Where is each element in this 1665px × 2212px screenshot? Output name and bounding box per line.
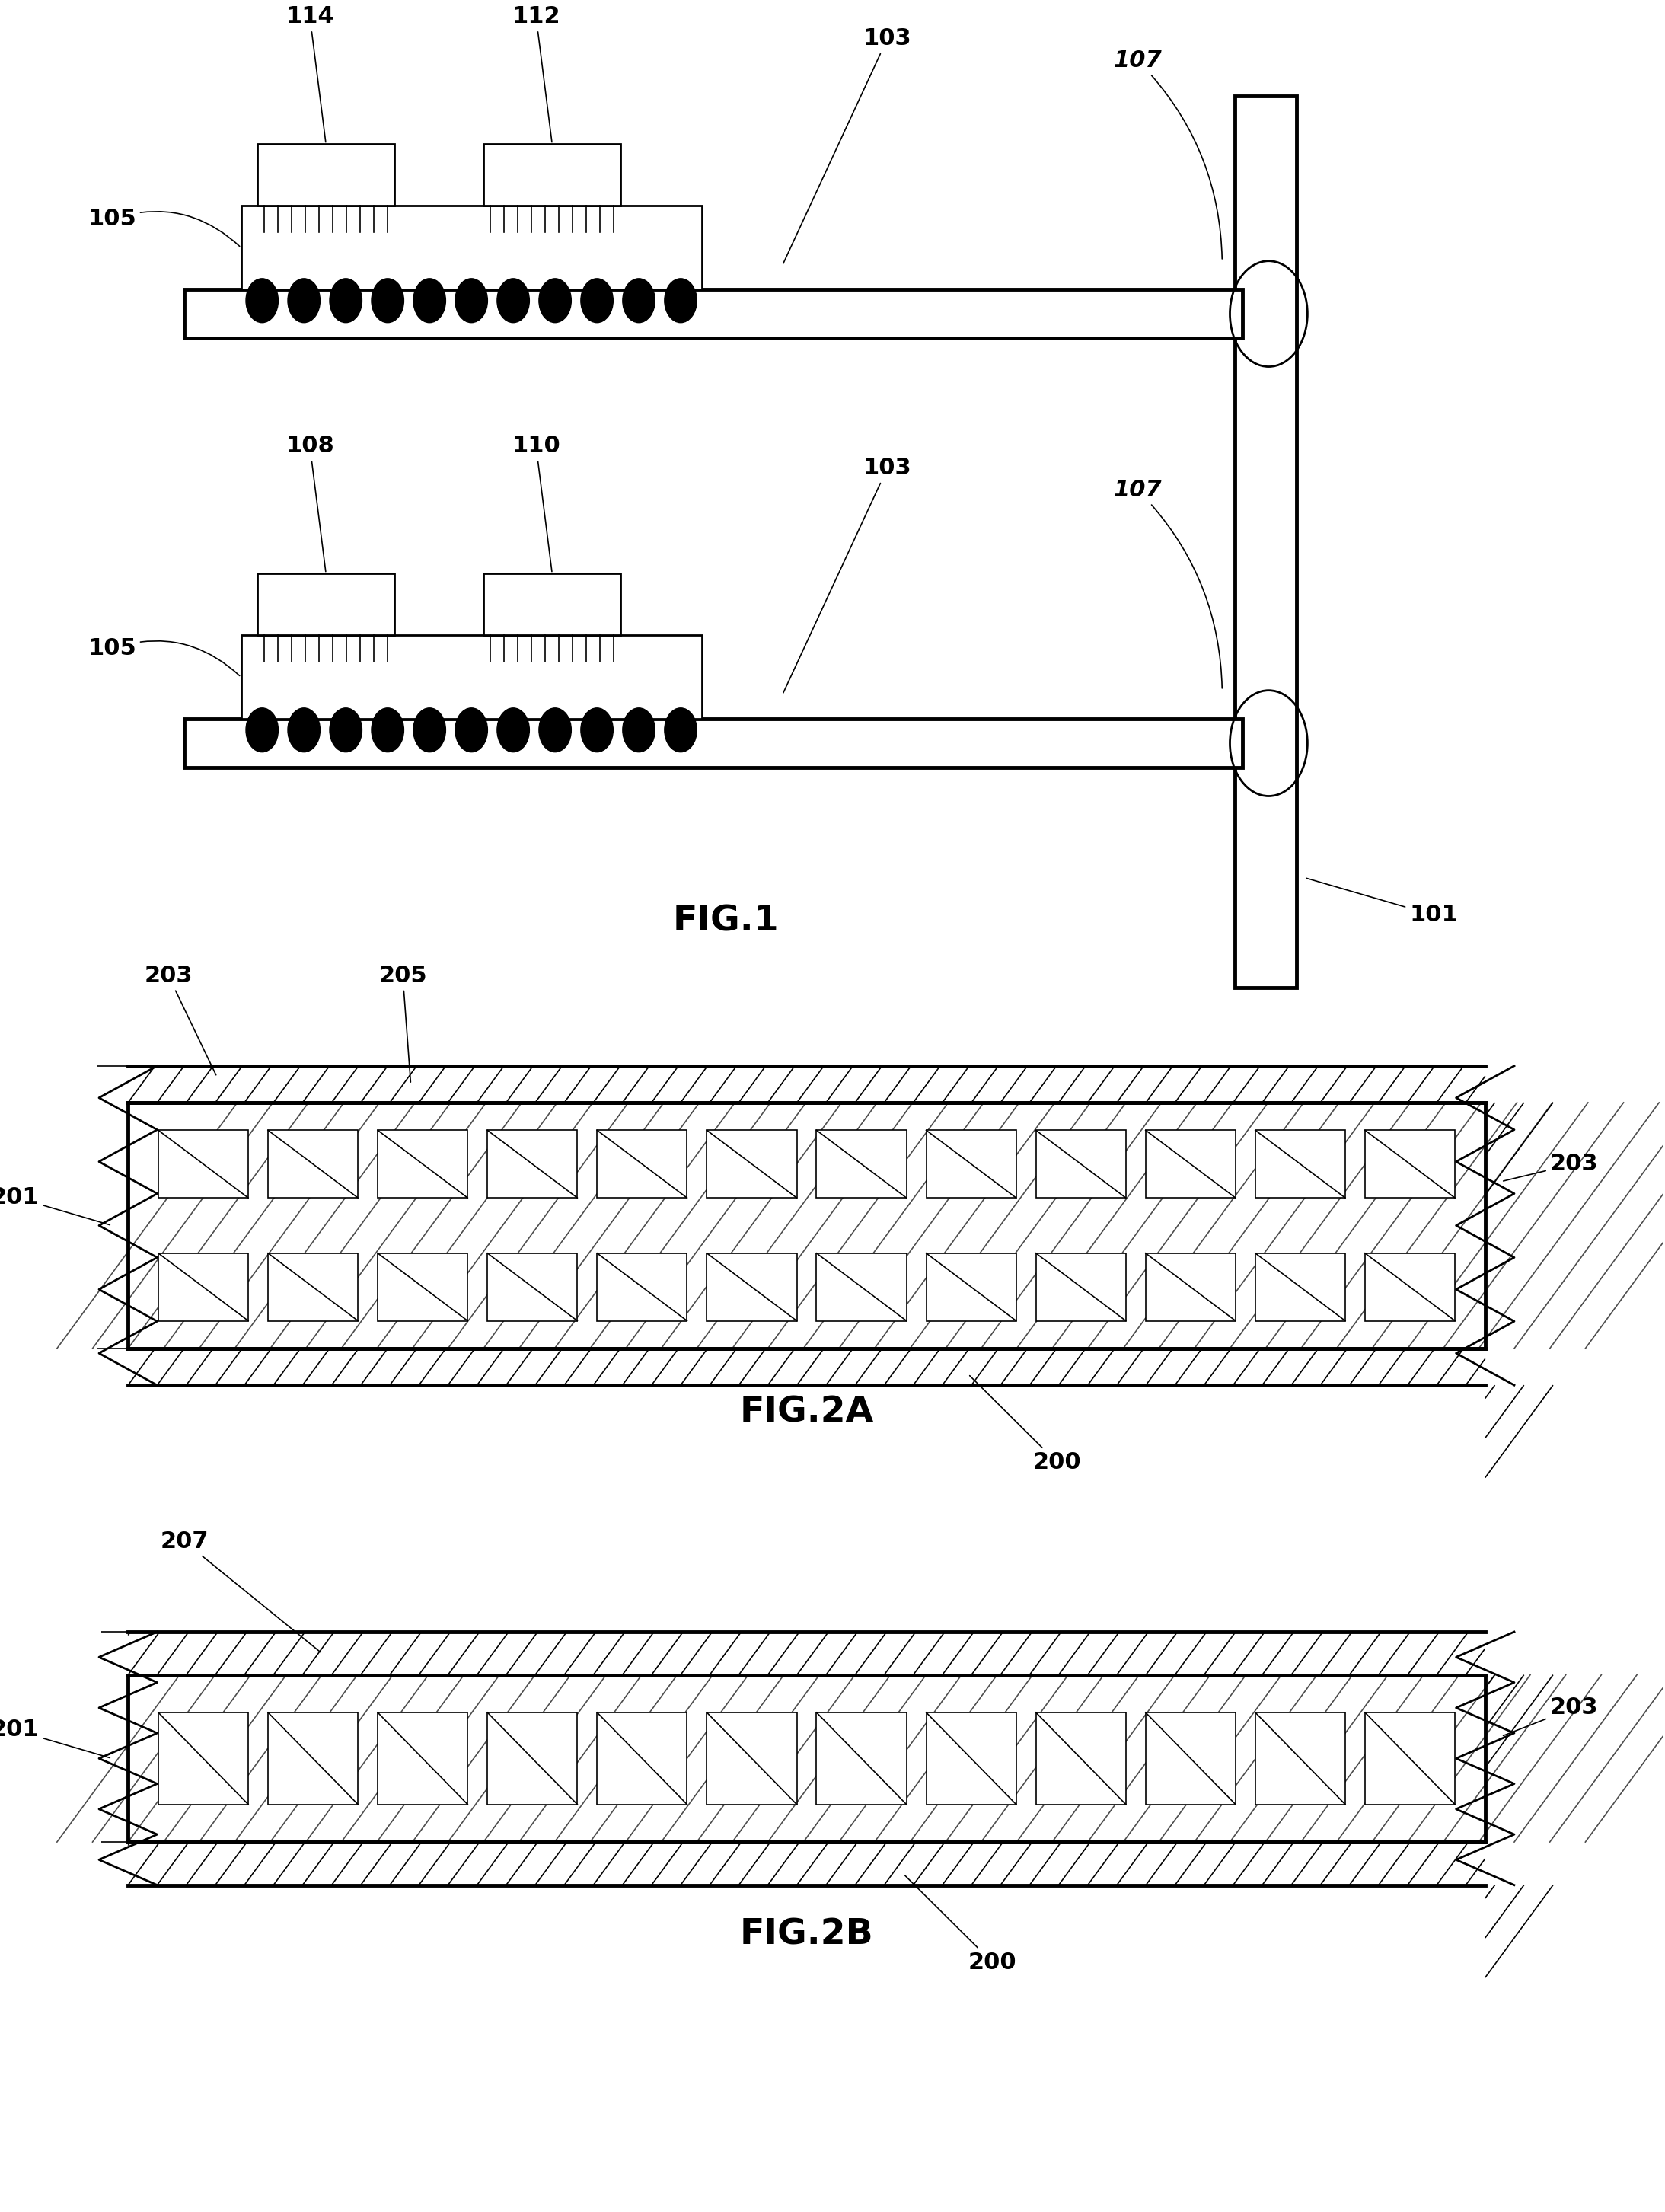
- Circle shape: [246, 279, 278, 323]
- Text: 112: 112: [511, 7, 559, 142]
- FancyBboxPatch shape: [241, 635, 701, 719]
- FancyBboxPatch shape: [185, 719, 1242, 768]
- FancyBboxPatch shape: [488, 1254, 578, 1321]
- Text: 203: 203: [145, 964, 216, 1075]
- Text: 207: 207: [160, 1531, 320, 1652]
- Circle shape: [455, 279, 488, 323]
- Text: 201: 201: [0, 1186, 110, 1225]
- FancyBboxPatch shape: [488, 1130, 578, 1199]
- Circle shape: [455, 708, 488, 752]
- Circle shape: [623, 279, 654, 323]
- FancyBboxPatch shape: [158, 1712, 248, 1805]
- FancyBboxPatch shape: [706, 1130, 798, 1199]
- FancyBboxPatch shape: [1146, 1254, 1235, 1321]
- FancyBboxPatch shape: [816, 1254, 906, 1321]
- FancyBboxPatch shape: [258, 573, 395, 635]
- FancyBboxPatch shape: [1146, 1712, 1235, 1805]
- FancyBboxPatch shape: [926, 1130, 1016, 1199]
- Text: 107: 107: [1114, 49, 1222, 259]
- Circle shape: [664, 708, 698, 752]
- Text: 203: 203: [1503, 1152, 1598, 1181]
- FancyBboxPatch shape: [1365, 1254, 1455, 1321]
- FancyBboxPatch shape: [128, 1066, 1485, 1102]
- Text: 203: 203: [1503, 1697, 1598, 1736]
- FancyBboxPatch shape: [598, 1712, 688, 1805]
- Text: 200: 200: [969, 1376, 1081, 1473]
- Circle shape: [539, 279, 571, 323]
- FancyBboxPatch shape: [378, 1712, 468, 1805]
- Circle shape: [371, 279, 405, 323]
- FancyBboxPatch shape: [1036, 1130, 1126, 1199]
- Circle shape: [498, 279, 529, 323]
- Text: 103: 103: [783, 27, 912, 263]
- FancyBboxPatch shape: [241, 206, 701, 290]
- FancyBboxPatch shape: [483, 573, 621, 635]
- Text: 105: 105: [88, 208, 240, 246]
- FancyBboxPatch shape: [706, 1712, 798, 1805]
- Text: 103: 103: [783, 458, 912, 692]
- FancyBboxPatch shape: [488, 1712, 578, 1805]
- Text: 105: 105: [88, 637, 240, 675]
- Text: 107: 107: [1114, 480, 1222, 688]
- Circle shape: [498, 708, 529, 752]
- FancyBboxPatch shape: [1365, 1712, 1455, 1805]
- Circle shape: [664, 279, 698, 323]
- Circle shape: [581, 708, 613, 752]
- Circle shape: [539, 708, 571, 752]
- Text: 205: 205: [378, 964, 426, 1082]
- FancyBboxPatch shape: [598, 1254, 688, 1321]
- Text: 101: 101: [1307, 878, 1459, 927]
- FancyBboxPatch shape: [483, 144, 621, 206]
- FancyBboxPatch shape: [258, 144, 395, 206]
- Text: FIG.2B: FIG.2B: [739, 1918, 874, 1951]
- Text: 110: 110: [511, 436, 559, 571]
- FancyBboxPatch shape: [158, 1130, 248, 1199]
- Circle shape: [371, 708, 405, 752]
- FancyBboxPatch shape: [128, 1349, 1485, 1385]
- FancyBboxPatch shape: [1235, 95, 1295, 989]
- Text: 114: 114: [285, 7, 335, 142]
- Circle shape: [413, 708, 446, 752]
- Text: FIG.1: FIG.1: [673, 905, 779, 938]
- FancyBboxPatch shape: [1036, 1254, 1126, 1321]
- Circle shape: [330, 279, 361, 323]
- FancyBboxPatch shape: [706, 1254, 798, 1321]
- FancyBboxPatch shape: [926, 1254, 1016, 1321]
- FancyBboxPatch shape: [926, 1712, 1016, 1805]
- FancyBboxPatch shape: [1146, 1130, 1235, 1199]
- FancyBboxPatch shape: [268, 1712, 358, 1805]
- Circle shape: [623, 708, 654, 752]
- Circle shape: [288, 279, 320, 323]
- Circle shape: [288, 708, 320, 752]
- FancyBboxPatch shape: [816, 1130, 906, 1199]
- FancyBboxPatch shape: [128, 1843, 1485, 1885]
- Circle shape: [330, 708, 361, 752]
- FancyBboxPatch shape: [1365, 1130, 1455, 1199]
- FancyBboxPatch shape: [816, 1712, 906, 1805]
- Text: 200: 200: [906, 1876, 1017, 1973]
- Text: 108: 108: [285, 436, 335, 571]
- FancyBboxPatch shape: [268, 1254, 358, 1321]
- FancyBboxPatch shape: [185, 290, 1242, 338]
- FancyBboxPatch shape: [378, 1130, 468, 1199]
- FancyBboxPatch shape: [598, 1130, 688, 1199]
- Circle shape: [413, 279, 446, 323]
- FancyBboxPatch shape: [128, 1632, 1485, 1674]
- FancyBboxPatch shape: [268, 1130, 358, 1199]
- FancyBboxPatch shape: [158, 1254, 248, 1321]
- FancyBboxPatch shape: [1036, 1712, 1126, 1805]
- Circle shape: [246, 708, 278, 752]
- FancyBboxPatch shape: [1255, 1712, 1345, 1805]
- FancyBboxPatch shape: [1255, 1254, 1345, 1321]
- FancyBboxPatch shape: [128, 1102, 1485, 1349]
- FancyBboxPatch shape: [128, 1674, 1485, 1843]
- Text: FIG.2A: FIG.2A: [739, 1396, 874, 1429]
- Circle shape: [581, 279, 613, 323]
- FancyBboxPatch shape: [378, 1254, 468, 1321]
- FancyBboxPatch shape: [1255, 1130, 1345, 1199]
- Text: 201: 201: [0, 1719, 110, 1759]
